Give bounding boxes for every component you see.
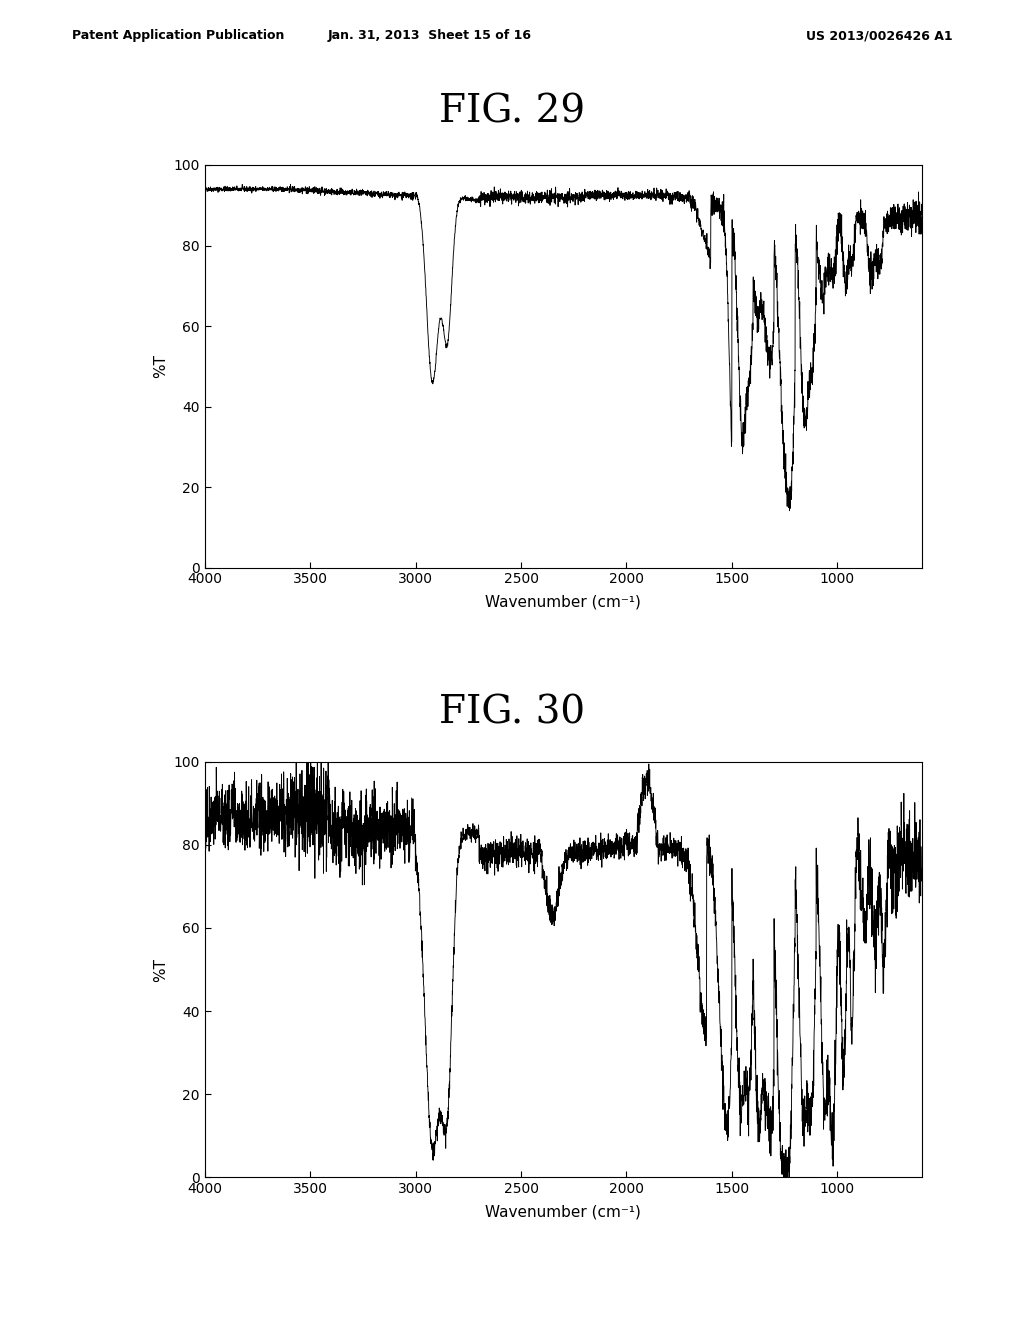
Text: Jan. 31, 2013  Sheet 15 of 16: Jan. 31, 2013 Sheet 15 of 16 [328, 29, 532, 42]
Text: FIG. 29: FIG. 29 [439, 94, 585, 131]
X-axis label: Wavenumber (cm⁻¹): Wavenumber (cm⁻¹) [485, 595, 641, 610]
Y-axis label: %T: %T [153, 354, 168, 379]
Text: Patent Application Publication: Patent Application Publication [72, 29, 284, 42]
Y-axis label: %T: %T [153, 957, 168, 982]
Text: US 2013/0026426 A1: US 2013/0026426 A1 [806, 29, 952, 42]
X-axis label: Wavenumber (cm⁻¹): Wavenumber (cm⁻¹) [485, 1205, 641, 1220]
Text: FIG. 30: FIG. 30 [439, 694, 585, 731]
